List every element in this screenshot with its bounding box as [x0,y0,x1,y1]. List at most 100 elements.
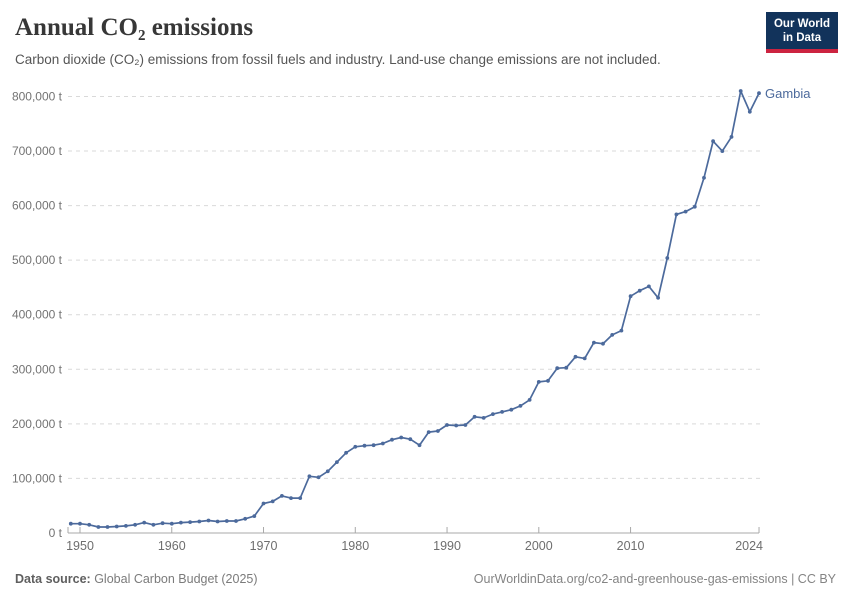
data-point [252,514,257,518]
data-point [417,443,422,448]
chart-footer: Data source: Global Carbon Budget (2025)… [15,572,836,586]
y-tick-label: 700,000 t [12,144,63,158]
data-point [280,494,284,498]
y-tick-label: 200,000 t [12,417,63,431]
data-point [380,441,385,446]
data-point [78,521,82,526]
data-point [325,469,330,474]
x-tick-label: 1990 [433,539,461,553]
data-point [87,522,92,527]
data-point [151,522,156,527]
data-point [169,521,174,526]
data-point [674,212,679,217]
data-point [188,520,193,524]
data-point [729,135,734,139]
data-point [206,518,211,523]
data-point [390,437,394,442]
data-point [683,209,688,214]
y-tick-label: 300,000 t [12,362,63,376]
x-tick-label: 2024 [735,539,763,553]
data-point [637,288,642,293]
data-point [582,356,587,361]
data-point [692,204,697,209]
data-point [289,496,293,500]
data-point [133,522,138,527]
page-title: Annual CO₂ emissions [15,14,254,41]
data-point [68,521,73,526]
data-point [500,410,504,414]
data-point [215,519,220,524]
y-tick-label: 400,000 t [12,308,63,322]
data-point [573,354,578,359]
y-tick-label: 0 t [49,526,63,540]
y-tick-label: 600,000 t [12,199,63,213]
data-point [96,525,101,529]
data-point [481,416,486,420]
owid-logo-line2: in Data [782,31,822,44]
x-tick-label: 1970 [250,539,278,553]
data-point [445,423,449,427]
data-point [509,407,514,412]
owid-link[interactable]: OurWorldinData.org/co2-and-greenhouse-ga… [473,572,836,586]
data-point [234,519,238,523]
data-point [114,524,119,529]
data-point [316,475,321,480]
data-point [362,443,367,448]
data-point [738,89,743,93]
data-point [436,429,440,433]
y-tick-label: 500,000 t [12,253,63,267]
data-point [711,139,715,144]
data-source-note: Data source: Global Carbon Budget (2025) [15,572,258,586]
data-point [408,437,413,442]
data-point [592,340,596,345]
data-point [270,499,275,504]
data-point [243,516,248,521]
data-point [399,435,404,440]
data-point [628,294,633,299]
data-point [197,519,202,524]
data-point [536,380,541,384]
data-point [527,398,532,402]
x-tick-label: 2000 [525,539,553,553]
x-tick-label: 1960 [158,539,186,553]
data-point [224,519,229,523]
data-source-label: Data source: [15,572,91,586]
x-tick-label: 1980 [341,539,369,553]
data-point [307,474,312,479]
data-point [564,365,569,370]
data-point [261,501,266,506]
data-point [426,430,431,434]
series-line [69,90,760,528]
owid-logo-line1: Our World [773,18,830,30]
series-end-label: Gambia [765,86,811,101]
data-point [472,414,477,419]
data-point [610,333,615,337]
data-point [463,423,468,427]
data-point [454,423,459,428]
x-tick-label: 1950 [66,539,94,553]
data-point [619,328,624,333]
data-point [720,149,725,154]
data-source-value: Global Carbon Budget (2025) [90,572,258,586]
data-point [702,175,706,180]
data-point [371,443,376,448]
data-point [546,378,550,383]
data-point [160,521,165,526]
y-tick-label: 100,000 t [12,471,63,485]
data-point [647,284,651,289]
data-point [555,366,560,371]
owid-logo[interactable]: Our World in Data [765,12,838,53]
y-tick-label: 800,000 t [12,89,63,103]
data-point [757,91,761,96]
data-point [105,525,110,529]
data-point [124,524,128,528]
x-tick-label: 2010 [617,539,645,553]
chart-subtitle: Carbon dioxide (CO₂) emissions from foss… [15,52,661,67]
data-point [491,412,495,416]
data-point [656,295,660,300]
data-point [747,109,752,114]
data-point [601,341,605,346]
data-point [353,444,358,449]
